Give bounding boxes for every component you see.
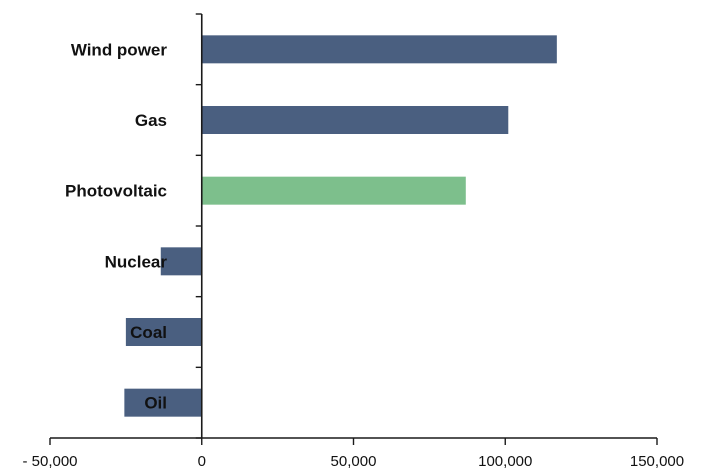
- category-label: Nuclear: [105, 252, 168, 271]
- bar-gas: [201, 106, 509, 134]
- x-tick-label: 100,000: [478, 453, 532, 470]
- x-tick-label: 50,000: [331, 453, 377, 470]
- bar-coal: [125, 318, 202, 346]
- category-label: Coal: [130, 323, 167, 342]
- category-label: Oil: [144, 394, 167, 413]
- bar-wind-power: [201, 35, 557, 64]
- bar-photovoltaic: [201, 176, 466, 205]
- category-label: Photovoltaic: [65, 182, 167, 201]
- category-label: Wind power: [71, 40, 168, 59]
- x-tick-label: - 50,000: [22, 453, 77, 470]
- x-tick-label: 0: [198, 453, 206, 470]
- x-tick-label: 150,000: [630, 453, 684, 470]
- bar-oil: [124, 388, 202, 417]
- bar-nuclear: [160, 247, 202, 276]
- category-label: Gas: [135, 111, 167, 130]
